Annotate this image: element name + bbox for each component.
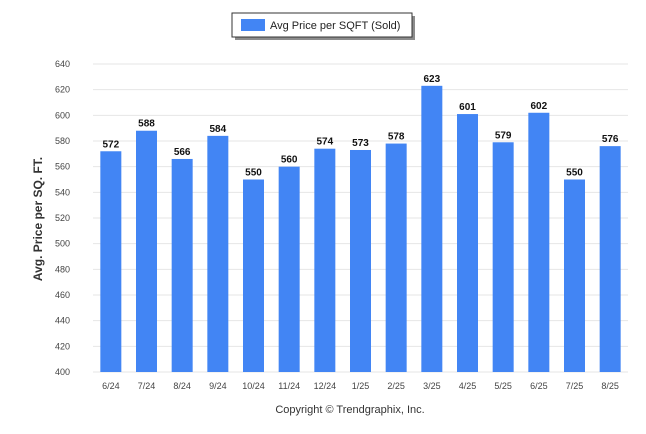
value-label: 576	[602, 134, 619, 145]
bar	[278, 166, 300, 372]
x-tick-label: 9/24	[209, 381, 227, 391]
value-label: 584	[209, 124, 226, 135]
x-tick-label: 3/25	[423, 381, 441, 391]
bar	[350, 149, 371, 372]
y-tick-label: 420	[55, 341, 70, 351]
y-tick-label: 600	[55, 110, 70, 120]
legend-label: Avg Price per SQFT (Sold)	[270, 20, 400, 32]
y-tick-label: 620	[55, 85, 70, 95]
value-label: 579	[495, 130, 512, 141]
x-tick-label: 7/25	[566, 381, 584, 391]
bar	[100, 151, 122, 372]
value-label: 566	[174, 147, 191, 158]
bar	[207, 135, 229, 372]
y-axis-ticks: 400 420 440 460 480 500 520 540 560 580 600 620 640	[55, 59, 70, 377]
x-tick-label: 8/24	[173, 381, 191, 391]
x-axis-ticks: 6/24 7/24 8/24 9/24 10/24 11/24 12/24 1/25 2/25 3…	[102, 381, 619, 391]
x-tick-label: 6/24	[102, 381, 120, 391]
value-label: 573	[352, 138, 369, 149]
value-label: 601	[459, 102, 476, 113]
value-labels: 572 588 566 584 550 560 574 573 578 623 601 579 602 5…	[102, 74, 618, 179]
value-label: 572	[102, 139, 119, 150]
value-label: 602	[530, 101, 547, 112]
y-tick-label: 580	[55, 136, 70, 146]
x-tick-label: 12/24	[314, 381, 337, 391]
value-label: 550	[245, 168, 262, 179]
value-label: 574	[316, 137, 333, 148]
bar	[457, 114, 478, 373]
bar	[528, 112, 550, 373]
legend[interactable]: Avg Price per SQFT (Sold)	[231, 12, 415, 40]
y-tick-label: 400	[55, 367, 70, 377]
y-tick-label: 520	[55, 213, 70, 223]
y-tick-label: 640	[55, 59, 70, 69]
x-tick-label: 8/25	[601, 381, 619, 391]
y-tick-label: 560	[55, 162, 70, 172]
copyright-text: Copyright © Trendgraphix, Inc.	[275, 404, 424, 416]
bar	[243, 179, 264, 372]
bar	[564, 179, 585, 372]
y-tick-label: 540	[55, 187, 70, 197]
value-label: 588	[138, 119, 155, 130]
y-tick-label: 440	[55, 316, 70, 326]
x-tick-label: 1/25	[352, 381, 370, 391]
x-tick-label: 10/24	[242, 381, 265, 391]
y-tick-label: 500	[55, 239, 70, 249]
bar	[136, 130, 157, 372]
value-label: 578	[388, 132, 405, 143]
value-label: 623	[423, 74, 440, 85]
value-label: 550	[566, 168, 583, 179]
x-tick-label: 7/24	[138, 381, 156, 391]
y-tick-label: 460	[55, 290, 70, 300]
bar	[171, 158, 193, 372]
bar	[385, 143, 407, 372]
x-tick-label: 11/24	[278, 381, 300, 391]
bars	[100, 85, 621, 373]
legend-swatch	[241, 19, 265, 31]
bar	[599, 146, 621, 372]
bar	[421, 85, 443, 373]
y-tick-label: 480	[55, 264, 70, 274]
x-tick-label: 2/25	[387, 381, 405, 391]
x-tick-label: 6/25	[530, 381, 548, 391]
x-tick-label: 5/25	[494, 381, 512, 391]
bar	[492, 142, 514, 372]
bar	[314, 148, 336, 372]
value-label: 560	[281, 155, 298, 166]
x-tick-label: 4/25	[459, 381, 477, 391]
y-axis-title: Avg. Price per SQ. FT.	[31, 157, 45, 281]
